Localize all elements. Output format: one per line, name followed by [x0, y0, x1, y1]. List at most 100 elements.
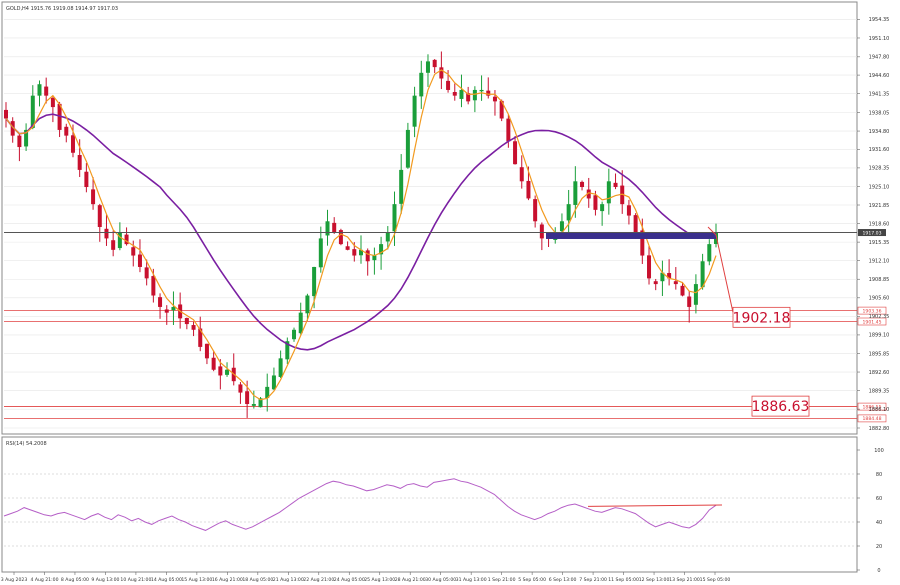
- price-tick-label: 1889.35: [869, 388, 890, 394]
- time-tick-label: 15 Sep 05:00: [700, 577, 731, 583]
- time-tick-label: 3 Aug 2023: [1, 577, 28, 583]
- candle-body: [44, 86, 49, 96]
- candle-body: [446, 80, 451, 90]
- candle-body: [613, 182, 618, 188]
- price-tick-label: 1908.85: [869, 277, 890, 283]
- target-labels: 1902.18 1886.63: [732, 306, 809, 417]
- candle-body: [131, 247, 136, 256]
- candle-body: [365, 250, 370, 262]
- candle-body: [412, 95, 417, 127]
- candle-body: [278, 358, 283, 377]
- time-tick-label: 4 Aug 21:00: [30, 577, 58, 583]
- symbol-title: GOLD,H4 1915.76 1919.08 1914.97 1917.03: [6, 6, 118, 12]
- candle-body: [580, 181, 585, 188]
- candle-body: [218, 366, 223, 376]
- price-tick-label: 1915.35: [869, 240, 890, 246]
- price-tick-label: 1918.60: [869, 221, 890, 227]
- candle-body: [466, 93, 471, 102]
- candle-body: [539, 224, 544, 239]
- time-tick-label: 25 Aug 13:00: [364, 577, 395, 583]
- time-tick-label: 22 Aug 21:00: [303, 577, 334, 583]
- price-tick-label: 1912.10: [869, 258, 890, 264]
- candle-body: [680, 285, 685, 296]
- candle-body: [452, 92, 457, 96]
- level-label: 1884.48: [863, 416, 882, 422]
- candle-body: [392, 204, 397, 232]
- candle-body: [271, 375, 276, 390]
- candle-body: [37, 84, 42, 96]
- price-tick-label: 1938.05: [869, 110, 890, 116]
- price-tick-label: 1944.60: [869, 73, 890, 79]
- price-tick-label: 1892.60: [869, 370, 890, 376]
- candle-body: [606, 181, 611, 204]
- fast-moving-average-line: [5, 69, 717, 401]
- candle-body: [425, 61, 430, 73]
- candle-body: [97, 205, 102, 227]
- candle-body: [338, 230, 343, 245]
- rsi-panel: 100 80 60 40 20 0 RSI(14) 54.2008: [1, 436, 884, 574]
- rsi-tick-label: 0: [877, 568, 880, 574]
- candle-body: [111, 240, 116, 250]
- candle-body: [104, 228, 109, 239]
- candle-body: [245, 391, 250, 405]
- candle-body: [198, 328, 203, 347]
- candle-body: [238, 384, 243, 393]
- rsi-tick-label: 100: [874, 448, 884, 454]
- candle-body: [486, 90, 491, 96]
- candle-body: [633, 215, 638, 233]
- candle-body: [405, 129, 410, 168]
- target-1-box: [732, 306, 791, 328]
- price-tick-label: 1925.10: [869, 184, 890, 190]
- candle-body: [184, 317, 189, 325]
- level-badge: [857, 317, 887, 326]
- time-tick-label: 9 Aug 13:00: [91, 577, 119, 583]
- candle-body: [158, 297, 163, 307]
- candle-body: [124, 234, 129, 245]
- candle-body: [526, 180, 531, 199]
- candle-body: [144, 267, 149, 279]
- candle-body: [191, 325, 196, 330]
- price-panel-frame: [1, 1, 858, 435]
- candle-body: [640, 230, 645, 256]
- rsi-tick-label: 40: [876, 520, 882, 526]
- level-badge: [857, 414, 887, 423]
- candle-body: [513, 141, 518, 165]
- candle-body: [519, 167, 524, 182]
- time-tick-label: 8 Aug 05:00: [61, 577, 89, 583]
- candle-body: [164, 309, 169, 313]
- current-price-badge: [858, 229, 886, 237]
- rsi-line: [3, 478, 717, 531]
- candle-body: [693, 284, 698, 305]
- candle-body: [506, 118, 511, 142]
- candle-body: [225, 369, 230, 375]
- candle-body: [479, 89, 484, 92]
- candle-body: [419, 72, 424, 97]
- rsi-axis: 100 80 60 40 20 0: [857, 448, 884, 574]
- candle-body: [492, 96, 497, 102]
- price-tick-label: 1902.35: [869, 314, 890, 320]
- candle-body: [318, 238, 323, 268]
- candle-body: [647, 255, 652, 279]
- rsi-title: RSI(14) 54.2008: [6, 441, 47, 447]
- candle-body: [298, 312, 303, 334]
- candle-body: [620, 185, 625, 205]
- rsi-tick-label: 20: [876, 544, 882, 550]
- candle-body: [151, 276, 156, 296]
- level-badge: [857, 402, 887, 411]
- candle-body: [660, 272, 665, 282]
- price-tick-label: 1928.35: [869, 166, 890, 172]
- candle-body: [204, 343, 209, 359]
- candle-body: [586, 189, 591, 199]
- candle-body: [399, 169, 404, 204]
- candle-body: [10, 121, 15, 136]
- support-levels: 1903.36 1901.45 1886.55 1884.48: [4, 306, 887, 423]
- candle-body: [385, 232, 390, 242]
- price-tick-label: 1886.10: [869, 407, 890, 413]
- price-tick-label: 1882.80: [869, 426, 890, 432]
- time-tick-label: 11 Sep 05:00: [608, 577, 639, 583]
- price-tick-label: 1941.35: [869, 91, 890, 97]
- price-tick-label: 1954.35: [869, 17, 890, 23]
- level-badge: [857, 306, 887, 315]
- candle-body: [30, 95, 35, 128]
- rsi-panel-frame: [1, 436, 858, 573]
